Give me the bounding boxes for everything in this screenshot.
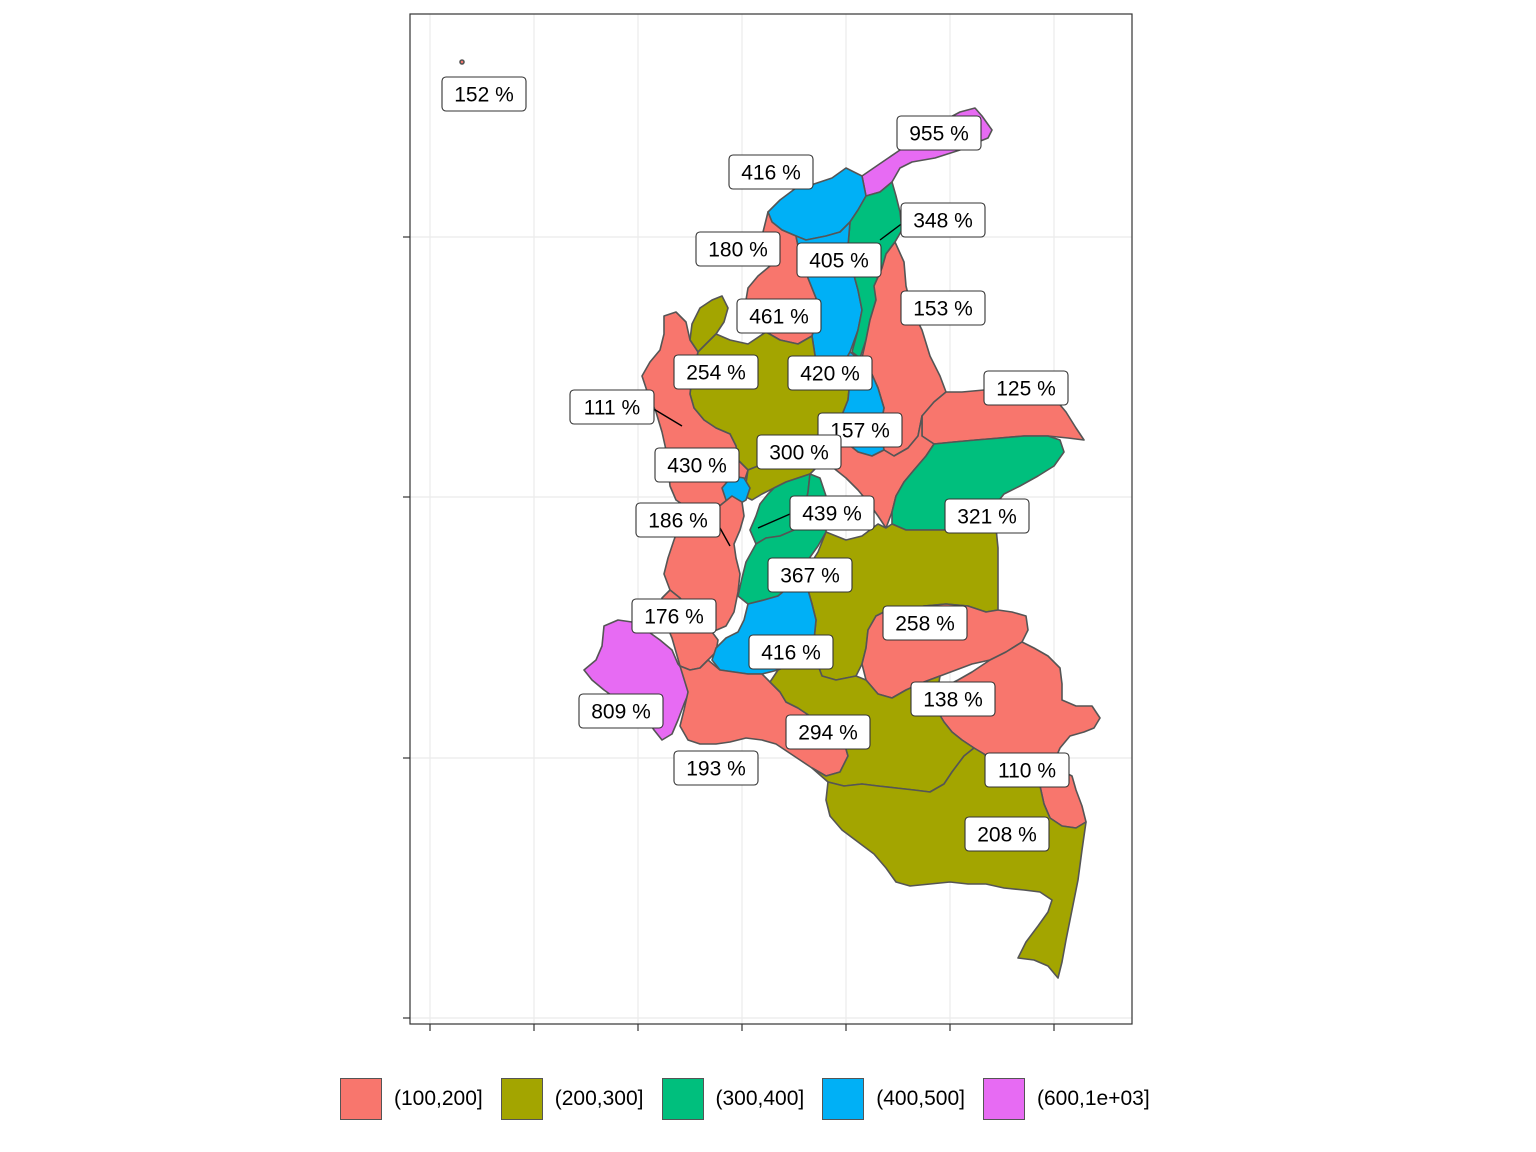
legend-label-600-1000: (600,1e+03]: [1037, 1087, 1150, 1110]
svg-text:416 %: 416 %: [741, 162, 801, 185]
svg-text:208 %: 208 %: [977, 824, 1037, 847]
label-huila: 416 %: [748, 634, 834, 670]
label-boyaca: 300 %: [756, 434, 842, 470]
svg-text:367 %: 367 %: [780, 565, 840, 588]
legend-item-600-1000: (600,1e+03]: [983, 1078, 1150, 1120]
legend-key-100-200: [340, 1078, 382, 1120]
axis-ticks: [403, 236, 1055, 1031]
label-risaralda: 430 %: [654, 447, 740, 483]
region-amazonas: [825, 747, 1087, 979]
label-meta: 258 %: [882, 605, 968, 641]
svg-text:193 %: 193 %: [686, 758, 746, 781]
svg-text:300 %: 300 %: [769, 442, 829, 465]
label-quindio: 439 %: [789, 495, 875, 531]
label-choco-north: 111 %: [569, 389, 655, 425]
svg-text:439 %: 439 %: [802, 503, 862, 526]
label-sucre: 461 %: [736, 298, 822, 334]
legend-item-100-200: (100,200]: [340, 1078, 483, 1120]
label-norte-de-santander: 153 %: [900, 290, 986, 326]
svg-text:416 %: 416 %: [761, 642, 821, 665]
svg-text:405 %: 405 %: [809, 250, 869, 273]
legend-item-300-400: (300,400]: [661, 1078, 805, 1120]
svg-text:294 %: 294 %: [798, 722, 858, 745]
legend-item-400-500: (400,500]: [822, 1078, 965, 1120]
region-san-andres: [459, 59, 465, 65]
svg-text:254 %: 254 %: [686, 362, 746, 385]
leader-lines: [651, 221, 905, 547]
legend-key-200-300: [500, 1078, 543, 1120]
svg-text:111 %: 111 %: [584, 397, 640, 420]
label-amazonas: 208 %: [964, 816, 1050, 852]
svg-text:809 %: 809 %: [591, 701, 651, 724]
label-cesar: 420 %: [787, 355, 873, 391]
label-bolivar: 180 %: [695, 231, 781, 267]
panel-border: [409, 13, 1133, 1025]
label-putumayo: 193 %: [673, 750, 759, 786]
legend-label-300-400: (300,400]: [715, 1087, 805, 1110]
label-atlantico: 416 %: [728, 154, 814, 190]
svg-text:348 %: 348 %: [913, 210, 973, 233]
svg-text:321 %: 321 %: [957, 506, 1017, 529]
label-magdalena: 348 %: [900, 202, 986, 238]
svg-text:180 %: 180 %: [708, 239, 768, 262]
label-arauca: 125 %: [983, 370, 1069, 406]
svg-text:176 %: 176 %: [644, 606, 704, 629]
svg-text:125 %: 125 %: [996, 378, 1056, 401]
legend-item-200-300: (200,300]: [500, 1078, 644, 1120]
label-tolima: 367 %: [767, 557, 853, 593]
value-labels: 152 % 955 % 416 % 348 % 180 % 405 % 153 …: [441, 76, 1070, 852]
label-cesar-north: 405 %: [796, 242, 882, 278]
svg-text:955 %: 955 %: [909, 123, 969, 146]
svg-text:153 %: 153 %: [913, 298, 973, 321]
label-guainia: 110 %: [984, 752, 1070, 788]
label-antioquia: 254 %: [673, 354, 759, 390]
label-choco: 186 %: [635, 502, 721, 538]
legend-label-200-300: (200,300]: [554, 1087, 644, 1110]
label-san-andres: 152 %: [441, 76, 527, 112]
legend-key-300-400: [661, 1078, 704, 1120]
svg-text:157 %: 157 %: [830, 420, 890, 443]
svg-text:152 %: 152 %: [454, 84, 514, 107]
label-la-guajira: 955 %: [896, 115, 982, 151]
svg-text:461 %: 461 %: [749, 306, 809, 329]
label-casanare: 321 %: [944, 498, 1030, 534]
svg-text:186 %: 186 %: [648, 510, 708, 533]
svg-text:420 %: 420 %: [800, 363, 860, 386]
label-vichada: 138 %: [910, 681, 996, 717]
legend-key-600-1000: [983, 1078, 1025, 1120]
legend-key-400-500: [822, 1078, 865, 1120]
svg-text:430 %: 430 %: [667, 455, 727, 478]
svg-text:138 %: 138 %: [923, 689, 983, 712]
label-caqueta: 294 %: [785, 714, 871, 750]
label-valle: 176 %: [631, 598, 717, 634]
svg-text:110 %: 110 %: [998, 760, 1056, 783]
legend-label-100-200: (100,200]: [394, 1087, 483, 1110]
label-narino: 809 %: [578, 693, 664, 729]
legend-label-400-500: (400,500]: [876, 1087, 965, 1110]
legend: (100,200] (200,300] (300,400] (400,500] …: [340, 1076, 1168, 1122]
svg-text:258 %: 258 %: [895, 613, 955, 636]
